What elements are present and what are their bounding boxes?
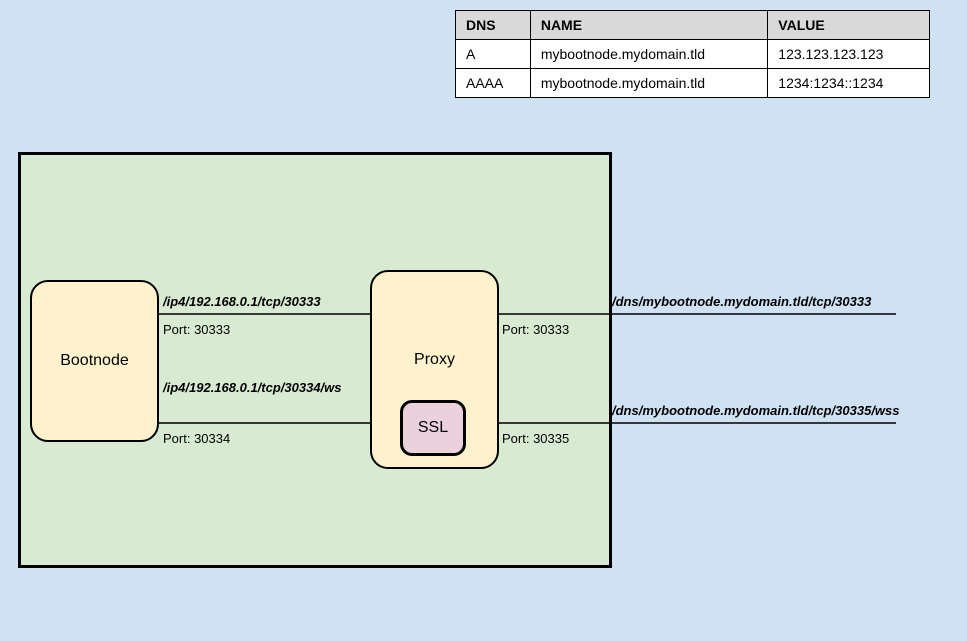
ssl-box: SSL: [400, 400, 466, 456]
diagram-canvas: DNS NAME VALUE A mybootnode.mydomain.tld…: [0, 0, 967, 641]
multiaddr-internal-tcp: /ip4/192.168.0.1/tcp/30333: [163, 294, 321, 309]
multiaddr-external-tcp: /dns/mybootnode.mydomain.tld/tcp/30333: [612, 294, 871, 309]
multiaddr-external-wss: /dns/mybootnode.mydomain.tld/tcp/30335/w…: [612, 403, 900, 418]
port-proxy-tcp: Port: 30333: [502, 322, 569, 337]
table-header-row: DNS NAME VALUE: [456, 11, 930, 40]
port-proxy-wss: Port: 30335: [502, 431, 569, 446]
bootnode-label: Bootnode: [60, 352, 129, 370]
port-bootnode-ws: Port: 30334: [163, 431, 230, 446]
bootnode-box: Bootnode: [30, 280, 159, 442]
col-dns: DNS: [456, 11, 531, 40]
dns-table: DNS NAME VALUE A mybootnode.mydomain.tld…: [455, 10, 930, 98]
table-row: AAAA mybootnode.mydomain.tld 1234:1234::…: [456, 69, 930, 98]
multiaddr-internal-ws: /ip4/192.168.0.1/tcp/30334/ws: [163, 380, 342, 395]
proxy-label: Proxy: [414, 351, 455, 369]
port-bootnode-tcp: Port: 30333: [163, 322, 230, 337]
ssl-label: SSL: [418, 419, 448, 437]
col-value: VALUE: [768, 11, 930, 40]
col-name: NAME: [530, 11, 767, 40]
table-row: A mybootnode.mydomain.tld 123.123.123.12…: [456, 40, 930, 69]
